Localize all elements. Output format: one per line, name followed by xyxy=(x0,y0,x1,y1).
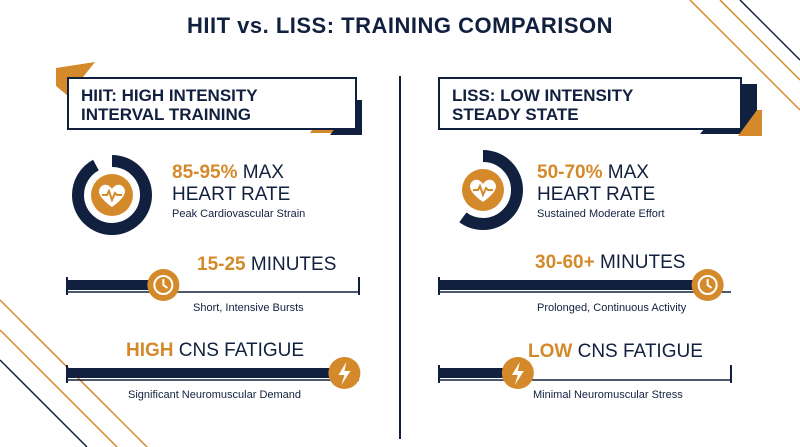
liss-header-line1: LISS: LOW INTENSITY xyxy=(452,86,634,105)
hiit-duration-value: 15-25 MINUTES xyxy=(197,254,337,275)
liss-heart-rate-value: 50-70% MAX HEART RATE xyxy=(537,162,656,205)
liss-heart-rate-gauge xyxy=(443,150,523,230)
liss-column: LISS: LOW INTENSITY STEADY STATE 50-70% … xyxy=(400,0,800,447)
heart-pulse-icon xyxy=(462,169,504,211)
hiit-heart-rate-gauge xyxy=(72,155,152,235)
hiit-fatigue-bar xyxy=(66,357,361,389)
hiit-heart-rate-caption: Peak Cardiovascular Strain xyxy=(172,208,306,220)
hiit-header-line2: INTERVAL TRAINING xyxy=(81,105,252,124)
page-title: HIIT vs. LISS: TRAINING COMPARISON xyxy=(186,13,614,38)
liss-header: LISS: LOW INTENSITY STEADY STATE xyxy=(438,77,742,130)
hiit-fatigue-caption: Significant Neuromuscular Demand xyxy=(128,389,302,401)
liss-fatigue-bar xyxy=(438,357,732,389)
hiit-duration-caption: Short, Intensive Bursts xyxy=(193,302,304,314)
hiit-fatigue-value: HIGH CNS FATIGUE xyxy=(126,340,305,361)
column-divider xyxy=(399,76,401,439)
heart-pulse-icon xyxy=(91,174,133,216)
liss-fatigue-value: LOW CNS FATIGUE xyxy=(528,341,703,362)
liss-duration-caption: Prolonged, Continuous Activity xyxy=(537,302,687,314)
liss-heart-rate-caption: Sustained Moderate Effort xyxy=(537,208,665,220)
liss-duration-value: 30-60+ MINUTES xyxy=(535,252,686,273)
hiit-header-line1: HIIT: HIGH INTENSITY xyxy=(81,86,258,105)
clock-icon xyxy=(691,269,724,301)
lightning-bolt-icon xyxy=(328,357,361,389)
liss-header-line2: STEADY STATE xyxy=(452,105,579,124)
lightning-bolt-icon xyxy=(501,357,534,389)
hiit-column: HIIT: HIGH INTENSITY INTERVAL TRAINING 8… xyxy=(56,62,362,401)
clock-icon xyxy=(147,269,180,301)
liss-fatigue-caption: Minimal Neuromuscular Stress xyxy=(533,389,683,401)
liss-duration-bar xyxy=(438,269,731,301)
hiit-header: HIIT: HIGH INTENSITY INTERVAL TRAINING xyxy=(67,77,357,130)
hiit-duration-bar xyxy=(66,269,360,301)
hiit-heart-rate-value: 85-95% MAX HEART RATE xyxy=(172,162,291,205)
